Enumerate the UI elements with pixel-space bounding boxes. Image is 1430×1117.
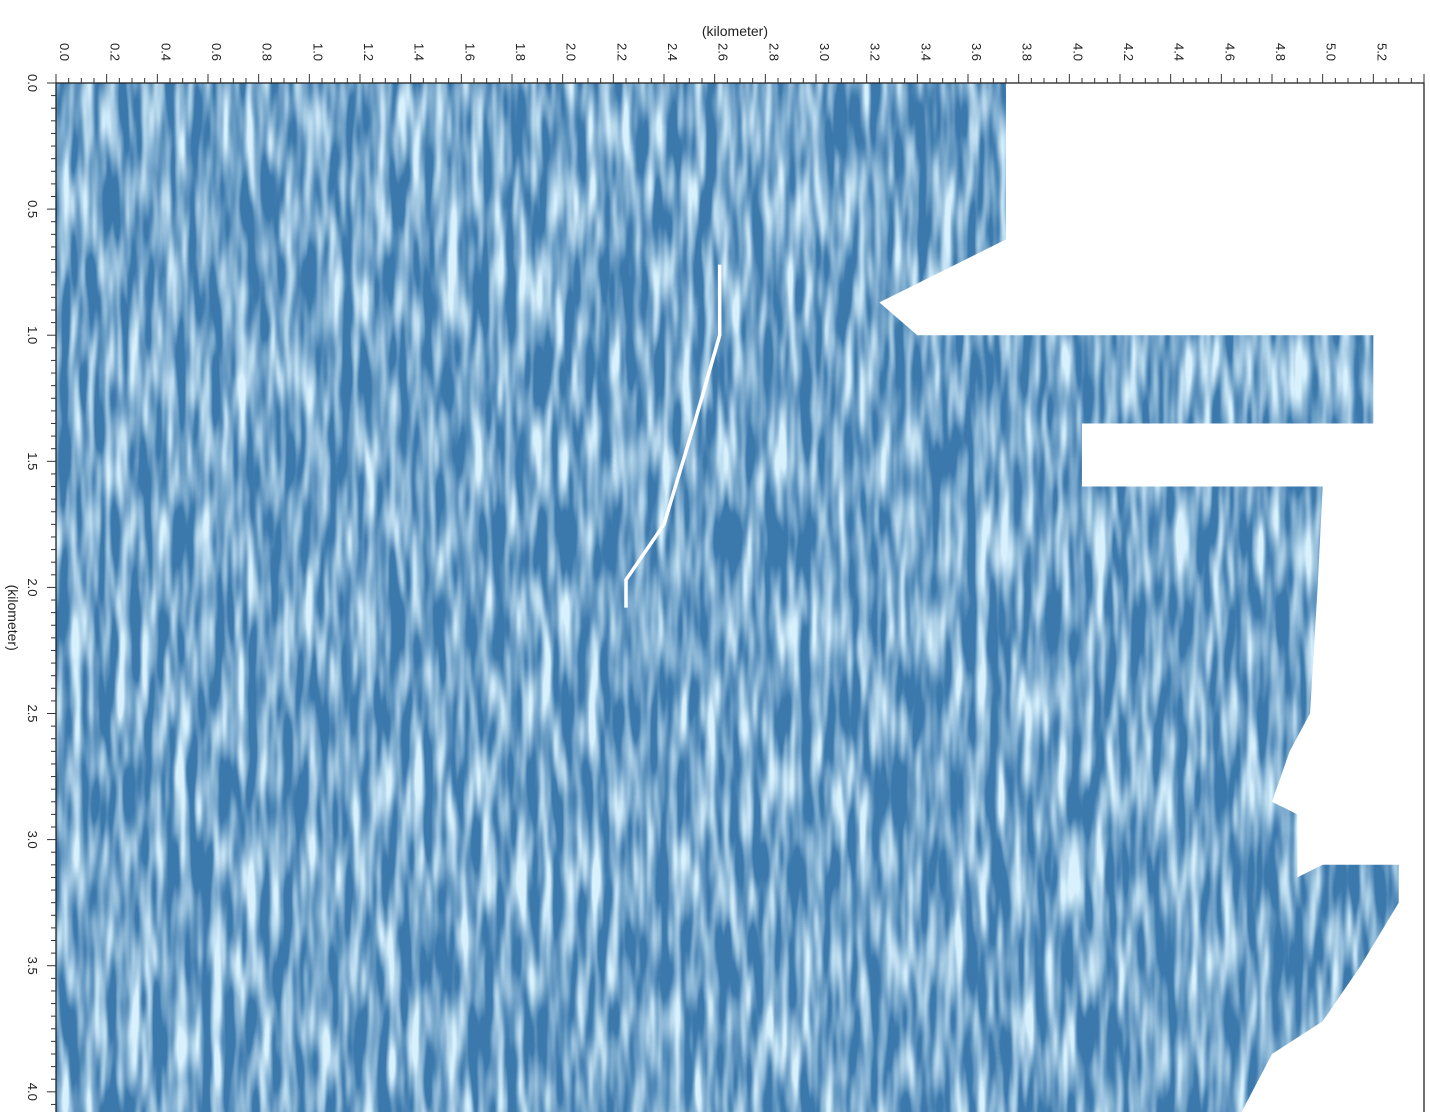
y-tick-label: 0.5 <box>25 200 40 218</box>
x-tick-label: 3.0 <box>817 43 832 61</box>
y-tick-label: 2.5 <box>25 704 40 722</box>
y-tick-label: 1.0 <box>25 326 40 344</box>
x-tick-label: 4.6 <box>1222 43 1237 61</box>
x-tick-label: 3.8 <box>1020 43 1035 61</box>
x-tick-label: 3.6 <box>969 43 984 61</box>
x-tick-label: 0.6 <box>209 43 224 61</box>
y-tick-label: 3.5 <box>25 957 40 975</box>
y-axis-label: (kilometer) <box>5 585 21 651</box>
x-tick-label: 0.8 <box>260 43 275 61</box>
x-tick-label: 4.2 <box>1121 43 1136 61</box>
x-tick-label: 0.4 <box>158 43 173 61</box>
y-tick-label: 2.0 <box>25 578 40 596</box>
x-tick-label: 2.2 <box>614 43 629 61</box>
x-tick-label: 4.4 <box>1172 43 1187 61</box>
x-tick-label: 1.2 <box>361 43 376 61</box>
seismic-texture <box>56 83 1424 1112</box>
x-tick-label: 2.0 <box>564 43 579 61</box>
x-tick-label: 3.4 <box>918 43 933 61</box>
x-tick-label: 1.0 <box>310 43 325 61</box>
x-tick-label: 1.8 <box>513 43 528 61</box>
x-tick-label: 2.4 <box>665 43 680 61</box>
y-tick-label: 3.0 <box>25 831 40 849</box>
y-tick-label: 4.0 <box>25 1083 40 1101</box>
x-tick-label: 5.0 <box>1324 43 1339 61</box>
x-axis-label: (kilometer) <box>702 23 768 39</box>
x-tick-label: 4.8 <box>1273 43 1288 61</box>
x-tick-label: 2.6 <box>716 43 731 61</box>
y-tick-label: 0.0 <box>25 74 40 92</box>
x-tick-label: 4.0 <box>1070 43 1085 61</box>
seismic-image <box>56 83 1424 1112</box>
x-tick-label: 0.0 <box>57 43 72 61</box>
x-axis: 0.0 0.2 0.4 0.6 0.8 1.0 1.2 1.4 1.6 1.8 2.0 2.2 2.4 2… <box>56 43 1424 83</box>
x-tick-label: 2.8 <box>766 43 781 61</box>
x-tick-label: 0.2 <box>108 43 123 61</box>
x-tick-label: 1.6 <box>462 43 477 61</box>
y-axis: 0.0 0.5 1.0 1.5 2.0 2.5 3.0 3.5 4.0 <box>25 74 56 1112</box>
x-tick-label: 3.2 <box>868 43 883 61</box>
y-tick-label: 1.5 <box>25 452 40 470</box>
x-tick-label: 5.2 <box>1374 43 1389 61</box>
x-tick-label: 1.4 <box>412 43 427 61</box>
